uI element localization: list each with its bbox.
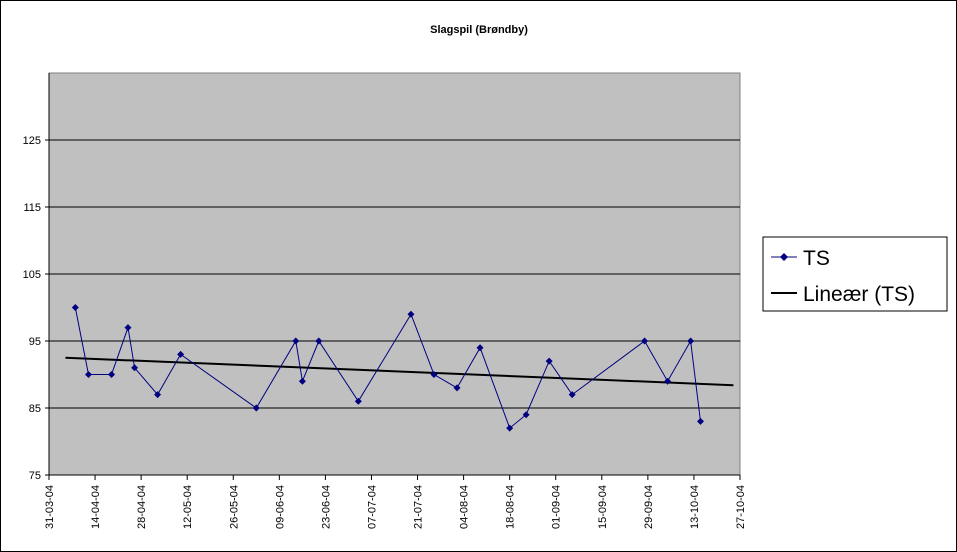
- y-tick-label: 105: [23, 269, 41, 281]
- data-point: [354, 397, 362, 405]
- data-point: [641, 337, 649, 345]
- data-point: [154, 391, 162, 399]
- data-point: [476, 344, 484, 352]
- x-tick-label: 28-04-04: [136, 485, 148, 529]
- y-axis: 75 85 95 105 115 125: [23, 73, 50, 482]
- legend-box: [762, 236, 948, 312]
- data-point: [407, 310, 415, 318]
- data-point: [84, 371, 92, 378]
- x-tick-label: 26-05-04: [228, 485, 240, 529]
- x-tick-label: 21-07-04: [413, 485, 425, 529]
- data-point: [124, 324, 132, 332]
- x-tick-label: 18-08-04: [505, 485, 517, 529]
- data-point: [177, 350, 185, 358]
- x-tick-label: 01-09-04: [551, 485, 563, 529]
- y-tick-label: 125: [23, 135, 41, 147]
- x-tick-label: 09-06-04: [274, 485, 286, 529]
- x-tick-label: 29-09-04: [643, 485, 655, 529]
- data-point: [292, 337, 300, 345]
- x-tick-label: 23-06-04: [320, 485, 332, 529]
- y-tick-label: 115: [23, 202, 41, 214]
- chart-title: Slagspil (Brøndby): [430, 24, 528, 36]
- legend: TS Lineær (TS): [762, 236, 948, 312]
- data-point: [568, 391, 576, 399]
- data-point: [687, 337, 695, 345]
- ts-series-line: [74, 307, 701, 429]
- x-tick-label: 27-10-04: [735, 485, 747, 529]
- data-point: [71, 304, 79, 311]
- data-point: [298, 377, 306, 385]
- y-tick-label: 85: [29, 403, 41, 415]
- x-tick-label: 31-03-04: [44, 485, 56, 529]
- x-tick-label: 04-08-04: [459, 485, 471, 529]
- data-point: [108, 371, 116, 378]
- data-point: [506, 424, 514, 432]
- ts-series: [71, 304, 705, 432]
- data-point: [315, 337, 323, 345]
- data-point: [697, 417, 705, 425]
- trendline-series: [65, 356, 734, 387]
- y-tick-label: 75: [29, 470, 41, 482]
- x-axis: 31-03-04 14-04-04 28-04-04 12-05-04 26-05-04…: [44, 474, 747, 529]
- x-tick-label: 12-05-04: [182, 485, 194, 529]
- data-point: [252, 404, 260, 412]
- x-tick-label: 07-07-04: [366, 485, 378, 529]
- data-point: [664, 377, 672, 385]
- x-tick-label: 13-10-04: [689, 485, 701, 529]
- legend-ts-label: TS: [803, 247, 830, 270]
- data-point: [522, 411, 530, 419]
- trendline: [65, 356, 734, 387]
- legend-ts-marker: [780, 253, 788, 261]
- x-tick-label: 14-04-04: [90, 485, 102, 529]
- data-point: [545, 357, 553, 365]
- legend-trend-label: Lineær (TS): [803, 283, 915, 306]
- y-tick-label: 95: [29, 336, 41, 348]
- data-point: [453, 384, 461, 392]
- data-point: [430, 371, 438, 378]
- data-point: [131, 364, 139, 372]
- x-tick-label: 15-09-04: [597, 485, 609, 529]
